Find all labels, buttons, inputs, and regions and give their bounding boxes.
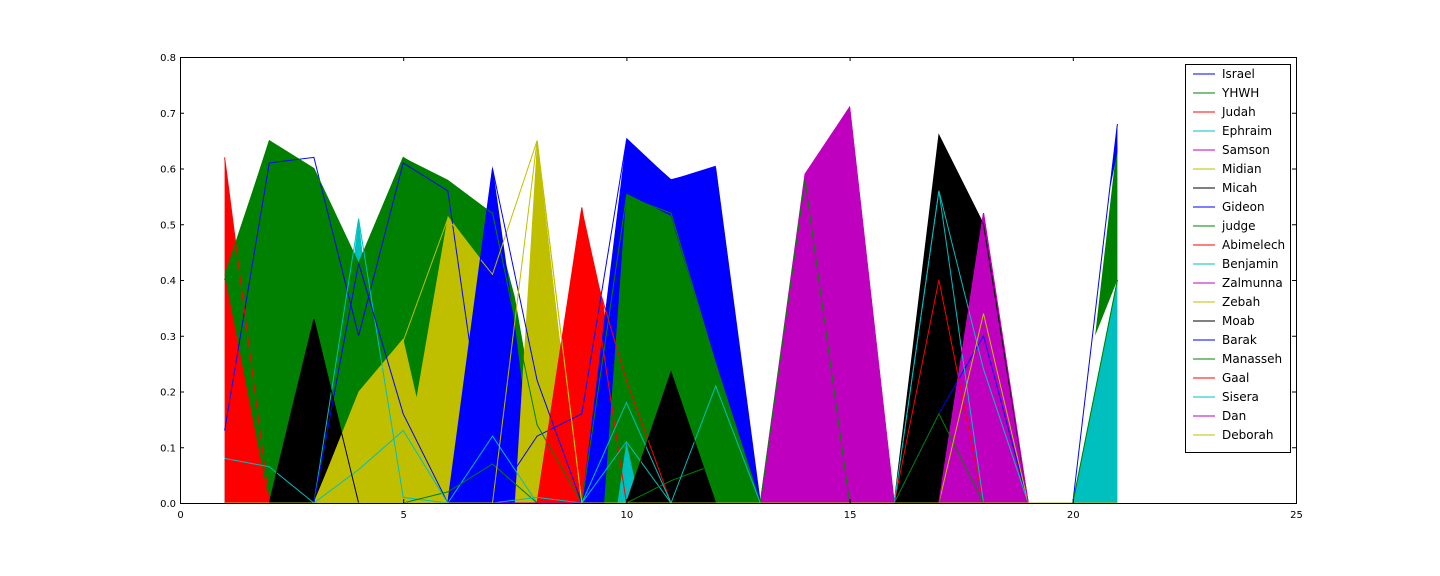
x-tick-label: 15 [844,510,857,521]
legend-box [1185,64,1291,453]
x-tick-label: 10 [621,510,634,521]
legend-label-gaal: Gaal [1222,371,1249,385]
legend-label-yhwh: YHWH [1221,86,1259,100]
legend-label-micah: Micah [1222,181,1257,195]
legend-label-dan: Dan [1222,409,1246,423]
legend-label-samson: Samson [1222,143,1270,157]
area-fill-11 [626,372,716,503]
area-fill-16 [1095,140,1118,336]
area-fill-14 [938,213,1029,503]
x-tick-label: 0 [177,510,183,521]
legend-label-manasseh: Manasseh [1222,352,1282,366]
legend-label-midian: Midian [1222,162,1262,176]
legend-label-israel: Israel [1222,67,1255,81]
legend-label-zebah: Zebah [1222,295,1260,309]
legend-label-barak: Barak [1222,333,1257,347]
legend-label-benjamin: Benjamin [1222,257,1279,271]
y-tick-label: 0.6 [160,165,176,176]
y-tick-label: 0.3 [160,332,176,343]
y-tick-label: 0.2 [160,388,176,399]
legend-label-sisera: Sisera [1222,390,1259,404]
legend-label-gideon: Gideon [1222,200,1265,214]
area-fill-1 [224,157,270,503]
legend-label-abimelech: Abimelech [1222,238,1285,252]
x-tick-label: 25 [1290,510,1303,521]
legend-label-judge: judge [1221,219,1256,233]
area-fill-5 [447,165,538,503]
x-tick-label: 20 [1067,510,1080,521]
y-tick-label: 0.8 [160,53,176,64]
series-line-israel [224,123,1118,505]
axis-ticks: 0 5 10 15 20 25 0.0 0.1 0.2 0.3 0.4 0.5 0.6 0.7 0.8 [160,53,1303,521]
y-tick-label: 0.0 [160,499,176,510]
legend: Israel YHWH Judah Ephraim Samson Midian Micah G… [1185,64,1291,453]
y-tick-label: 0.7 [160,109,176,120]
legend-label-judah: Judah [1221,105,1256,119]
y-tick-label: 0.1 [160,443,176,454]
legend-label-deborah: Deborah [1222,428,1273,442]
legend-label-zalmunna: Zalmunna [1222,276,1283,290]
area-fills [224,107,1118,504]
y-tick-label: 0.5 [160,220,176,231]
legend-label-moab: Moab [1222,314,1255,328]
legend-label-ephraim: Ephraim [1222,124,1272,138]
x-tick-label: 5 [401,510,407,521]
y-tick-label: 0.4 [160,276,176,287]
